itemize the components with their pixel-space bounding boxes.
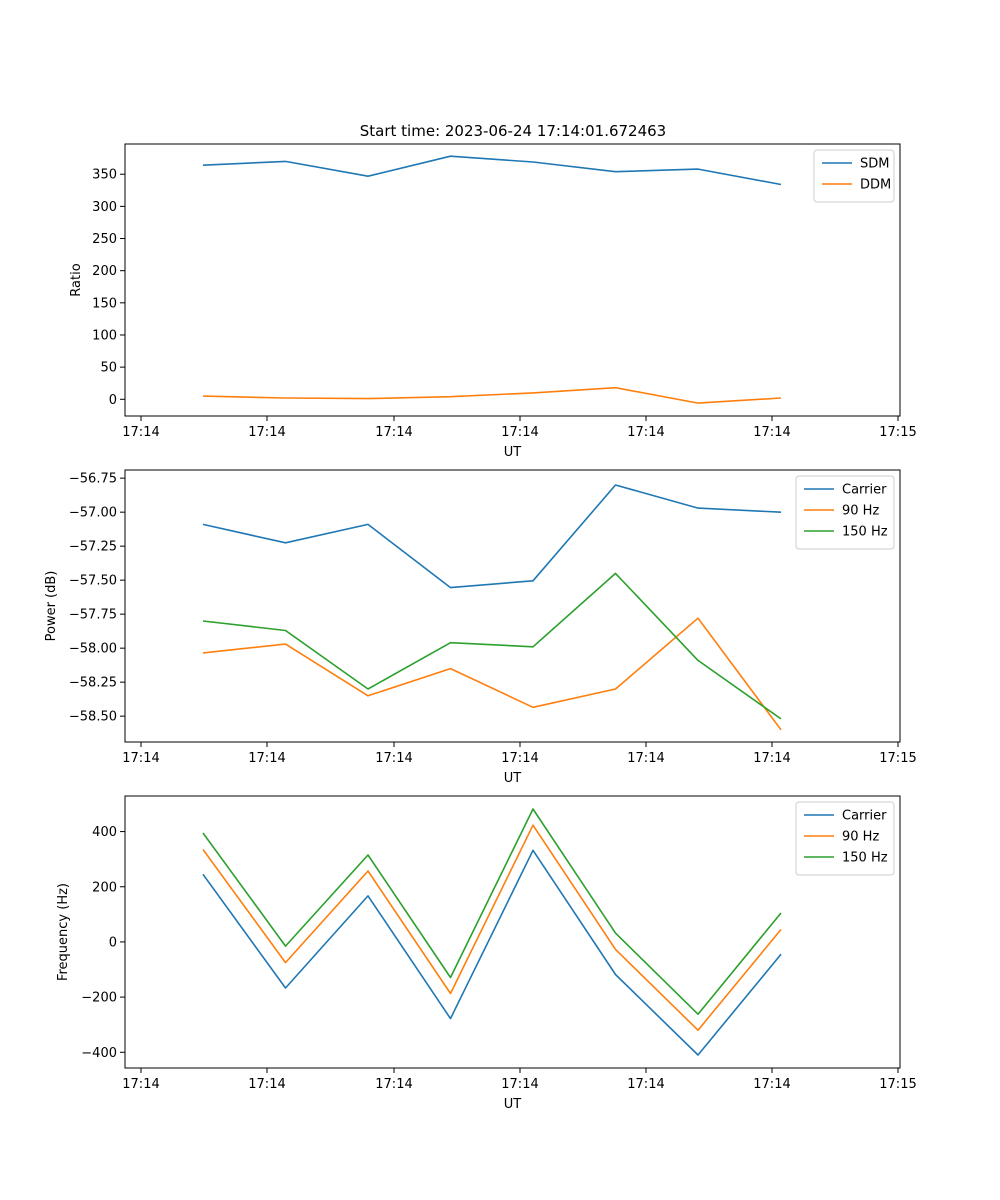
series-line-150-hz [202, 808, 782, 1016]
series-line-carrier [202, 484, 782, 589]
y-tick-label: −57.50 [69, 574, 117, 589]
x-tick-label: 17:14 [122, 425, 159, 440]
y-tick-label: 350 [92, 168, 117, 183]
x-tick-label: 17:14 [248, 425, 285, 440]
chart-panel-1: 17:14 17:14 17:14 17:14 17:14 17:14 17:15 UT 0 50… [69, 143, 917, 460]
axes-frame [124, 469, 901, 743]
legend-label: DDM [860, 178, 891, 193]
x-tick-label: 17:14 [627, 425, 664, 440]
x-axis-label: UT [504, 1097, 522, 1112]
axes-frame [124, 143, 901, 417]
axes-frame [124, 795, 901, 1069]
y-tick-label: 400 [92, 825, 117, 840]
chart-panel-2: 17:14 17:14 17:14 17:14 17:14 17:14 17:15 UT −58… [44, 469, 917, 786]
series-line-ddm [202, 386, 782, 404]
series-line-90-hz [202, 824, 782, 1031]
y-tick-label: 100 [92, 328, 117, 343]
y-tick-label: 0 [109, 935, 117, 950]
legend-label: Carrier [842, 483, 887, 498]
x-tick-label: 17:14 [248, 751, 285, 766]
x-tick-label: 17:14 [501, 751, 538, 766]
y-tick-label: −57.00 [69, 506, 117, 521]
y-axis-label: Ratio [69, 263, 84, 296]
y-tick-label: −400 [81, 1046, 117, 1061]
y-axis-label: Power (dB) [44, 571, 59, 642]
y-axis-label: Frequency (Hz) [56, 883, 71, 981]
x-tick-label: 17:14 [753, 751, 790, 766]
x-tick-label: 17:15 [879, 1077, 916, 1092]
x-tick-label: 17:15 [879, 425, 916, 440]
y-tick-label: −58.50 [69, 710, 117, 725]
y-tick-label: −200 [81, 991, 117, 1006]
x-tick-label: 17:14 [753, 425, 790, 440]
x-tick-label: 17:14 [501, 425, 538, 440]
y-tick-label: 150 [92, 296, 117, 311]
x-tick-label: 17:15 [879, 751, 916, 766]
y-tick-label: 200 [92, 264, 117, 279]
x-tick-label: 17:14 [375, 425, 412, 440]
x-tick-label: 17:14 [501, 1077, 538, 1092]
x-tick-label: 17:14 [627, 1077, 664, 1092]
x-tick-label: 17:14 [753, 1077, 790, 1092]
series-line-sdm [202, 155, 782, 186]
y-tick-label: 50 [100, 361, 117, 376]
y-tick-label: −58.00 [69, 642, 117, 657]
legend-label: 90 Hz [842, 830, 879, 845]
chart-panels: 17:14 17:14 17:14 17:14 17:14 17:14 17:15 UT 0 50… [44, 143, 917, 1112]
x-tick-label: 17:14 [375, 751, 412, 766]
figure-title: Start time: 2023-06-24 17:14:01.672463 [360, 122, 666, 140]
y-tick-label: 200 [92, 880, 117, 895]
x-tick-label: 17:14 [122, 751, 159, 766]
y-tick-label: 250 [92, 232, 117, 247]
x-tick-label: 17:14 [375, 1077, 412, 1092]
x-tick-label: 17:14 [248, 1077, 285, 1092]
x-axis-label: UT [504, 771, 522, 786]
y-tick-label: 0 [109, 393, 117, 408]
legend-label: Carrier [842, 809, 887, 824]
y-tick-label: −57.25 [69, 540, 117, 555]
series-line-90-hz [202, 617, 782, 731]
x-axis-label: UT [504, 445, 522, 460]
y-tick-label: −58.25 [69, 676, 117, 691]
x-tick-label: 17:14 [122, 1077, 159, 1092]
y-tick-label: −56.75 [69, 472, 117, 487]
y-tick-label: −57.75 [69, 608, 117, 623]
legend-label: SDM [860, 157, 889, 172]
y-tick-label: 300 [92, 200, 117, 215]
legend-label: 90 Hz [842, 504, 879, 519]
legend-label: 150 Hz [842, 525, 888, 540]
series-line-150-hz [202, 572, 782, 720]
chart-panel-3: 17:14 17:14 17:14 17:14 17:14 17:14 17:15 UT −40… [56, 795, 917, 1112]
legend-label: 150 Hz [842, 851, 888, 866]
x-tick-label: 17:14 [627, 751, 664, 766]
series-line-carrier [202, 849, 782, 1056]
